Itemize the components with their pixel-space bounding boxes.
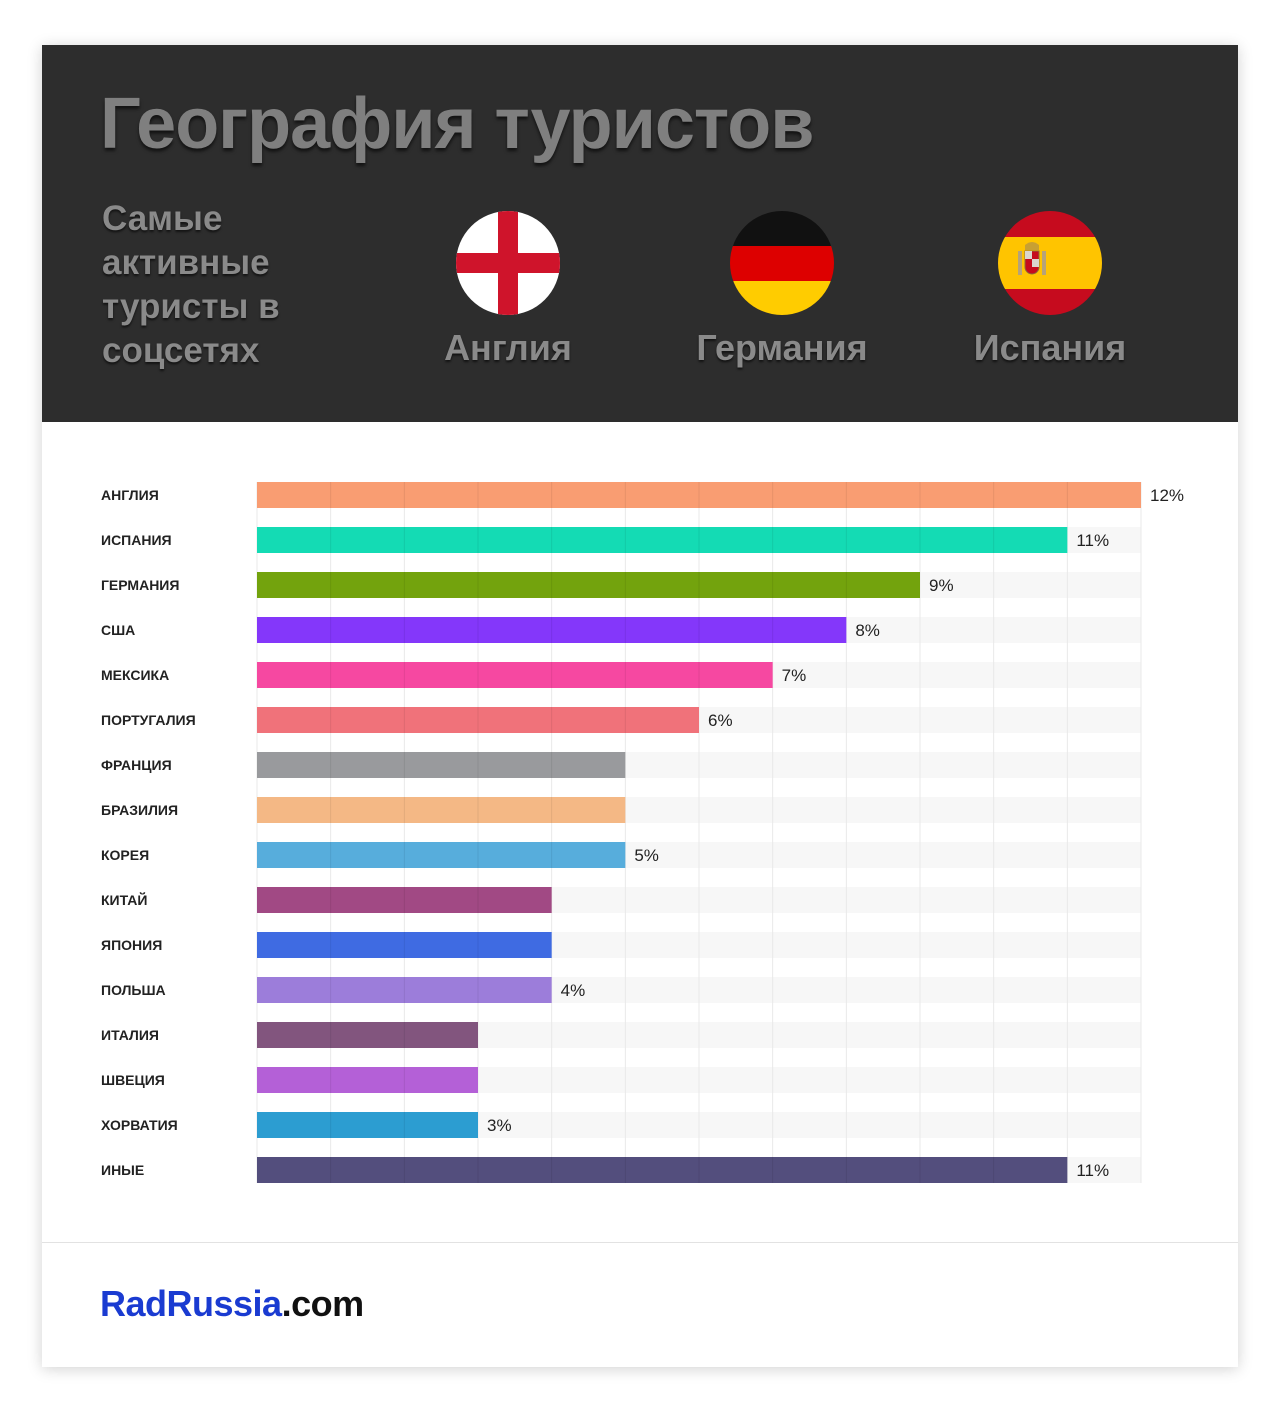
bar	[257, 707, 699, 733]
top-country-name: Германия	[696, 327, 868, 368]
category-label: ХОРВАТИЯ	[101, 1117, 178, 1133]
spain-flag-icon	[998, 211, 1102, 315]
england-flag-icon	[456, 211, 560, 315]
bar	[257, 842, 626, 868]
bar	[257, 887, 552, 913]
category-label: США	[101, 622, 135, 638]
top-country-spain: Испания	[940, 211, 1160, 369]
top-country-england: Англия	[398, 211, 618, 369]
category-label: КОРЕЯ	[101, 847, 149, 863]
top-country-name: Испания	[973, 327, 1127, 368]
value-label: 8%	[855, 621, 880, 640]
category-label: ИСПАНИЯ	[101, 532, 172, 548]
chart-svg: АНГЛИЯ 12% ИСПАНИЯ 11% ГЕРМАНИЯ 9% США 8% МЕКСИК…	[101, 482, 1184, 1183]
category-label: ГЕРМАНИЯ	[101, 577, 179, 593]
coat-of-arms-icon	[1018, 242, 1046, 275]
category-label: ЯПОНИЯ	[101, 937, 162, 953]
bar	[257, 932, 552, 958]
header-panel: География туристов Самые активные турист…	[42, 45, 1238, 422]
logo-brand: RadRussia	[100, 1283, 282, 1324]
bar	[257, 752, 626, 778]
value-label: 7%	[782, 666, 807, 685]
value-label: 12%	[1150, 486, 1184, 505]
bar	[257, 1157, 1068, 1183]
value-label: 11%	[1076, 1161, 1109, 1180]
bar	[257, 797, 626, 823]
bar	[257, 662, 773, 688]
bar	[257, 1022, 478, 1048]
bar-chart: АНГЛИЯ 12% ИСПАНИЯ 11% ГЕРМАНИЯ 9% США 8% МЕКСИК…	[42, 422, 1238, 1242]
value-label: 9%	[929, 576, 954, 595]
infographic-card: География туристов Самые активные турист…	[42, 45, 1238, 1367]
category-label: БРАЗИЛИЯ	[101, 802, 178, 818]
category-label: ИТАЛИЯ	[101, 1027, 159, 1043]
subtitle: Самые активные туристы в соцсетях	[102, 199, 280, 370]
category-label: ИНЫЕ	[101, 1162, 144, 1178]
bar	[257, 1112, 478, 1138]
bar	[257, 1067, 478, 1093]
site-logo[interactable]: RadRussia.com	[100, 1283, 364, 1325]
category-label: ПОРТУГАЛИЯ	[101, 712, 196, 728]
bar	[257, 482, 1141, 508]
page-title: География туристов	[100, 84, 814, 164]
category-label: ПОЛЬША	[101, 982, 166, 998]
bar	[257, 527, 1068, 553]
value-label: 11%	[1076, 531, 1109, 550]
logo-tld: .com	[281, 1283, 365, 1324]
bar	[257, 977, 552, 1003]
category-label: ФРАНЦИЯ	[101, 757, 172, 773]
footer-divider	[42, 1242, 1238, 1243]
germany-flag-icon	[730, 211, 834, 315]
value-label: 5%	[634, 846, 659, 865]
value-label: 4%	[561, 981, 586, 1000]
value-label: 3%	[487, 1116, 512, 1135]
category-label: МЕКСИКА	[101, 667, 169, 683]
category-label: ШВЕЦИЯ	[101, 1072, 165, 1088]
category-label: КИТАЙ	[101, 891, 147, 908]
top-country-name: Англия	[444, 327, 572, 368]
bar	[257, 617, 847, 643]
top-country-germany: Германия	[672, 211, 892, 369]
category-label: АНГЛИЯ	[101, 487, 159, 503]
bar	[257, 572, 920, 598]
value-label: 6%	[708, 711, 733, 730]
